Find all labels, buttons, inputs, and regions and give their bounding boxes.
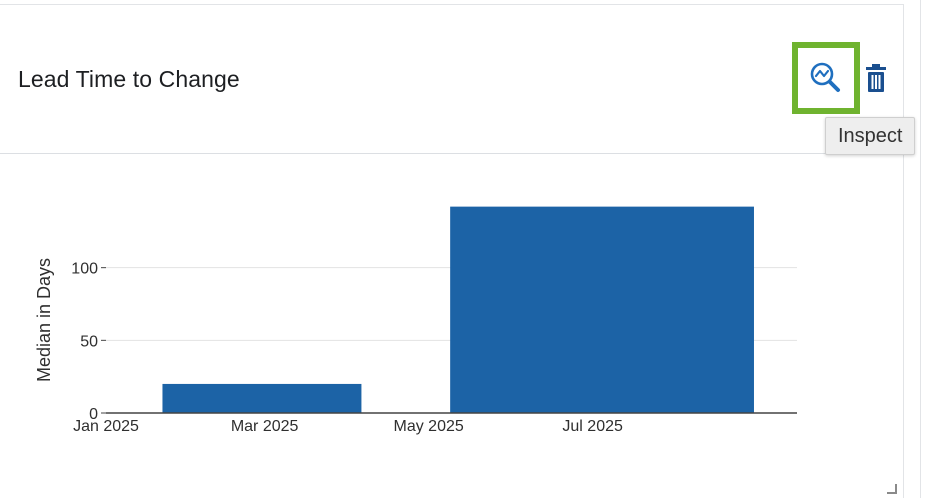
lead-time-panel: Lead Time to Change — [0, 4, 904, 498]
x-tick-label: Jul 2025 — [562, 418, 623, 435]
inspect-tooltip: Inspect — [825, 117, 916, 155]
bar — [450, 206, 754, 413]
chart-area: 0 50 100 Jan 2025 Mar 2025 May 2025 Jul 2025 Me… — [0, 155, 903, 498]
y-tick-label: 100 — [71, 261, 98, 278]
adjacent-panel-edge — [920, 0, 938, 498]
y-axis-label: Median in Days — [34, 258, 54, 382]
resize-corner-icon[interactable] — [886, 483, 898, 495]
x-tick-label: May 2025 — [394, 418, 464, 435]
delete-button[interactable] — [862, 60, 890, 96]
trash-icon — [866, 64, 886, 92]
panel-title: Lead Time to Change — [18, 66, 240, 92]
x-tick-label: Mar 2025 — [231, 418, 299, 435]
x-tick-label: Jan 2025 — [73, 418, 139, 435]
inspect-chart-magnifier-icon — [810, 62, 840, 92]
inspect-button[interactable] — [792, 42, 860, 114]
panel-header: Lead Time to Change — [0, 5, 903, 154]
bar — [162, 383, 362, 413]
y-tick-label: 50 — [80, 333, 98, 350]
y-tick-label: 0 — [89, 406, 98, 423]
lead-time-bar-chart: 0 50 100 Jan 2025 Mar 2025 May 2025 Jul 2025 Me… — [34, 206, 797, 435]
